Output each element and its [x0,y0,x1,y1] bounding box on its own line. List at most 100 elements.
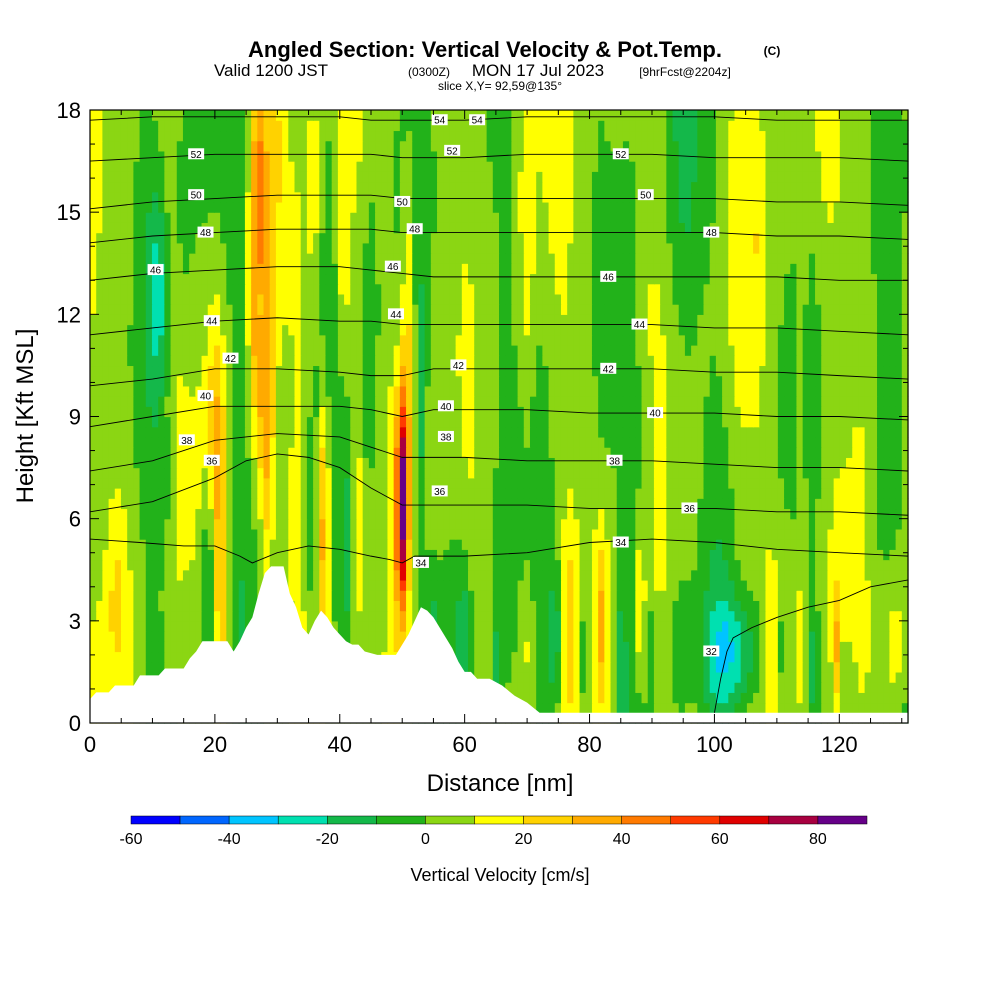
heatmap-cell [629,569,636,581]
heatmap-cell [120,518,128,530]
heatmap-cell [883,447,891,458]
heatmap-cell [790,590,798,601]
heatmap-cell [486,447,494,458]
heatmap-cell [777,651,785,663]
heatmap-cell [734,426,742,438]
heatmap-cell [610,447,618,458]
heatmap-cell [381,426,389,438]
heatmap-cell [870,396,878,407]
heatmap-cell [226,569,234,581]
heatmap-cell [722,498,729,510]
heatmap-cell [833,661,841,673]
heatmap-cell [827,682,835,693]
heatmap-cell [802,569,810,581]
heatmap-cell [858,600,866,612]
heatmap-cell [319,600,327,612]
heatmap-cell [220,385,227,397]
heatmap-cell [492,631,500,642]
heatmap-cell [306,620,314,632]
heatmap-cell [213,436,221,448]
heatmap-cell [474,518,482,530]
heatmap-cell [691,651,698,663]
heatmap-cell [331,488,339,499]
heatmap-cell [647,488,655,499]
heatmap-cell [529,375,537,387]
heatmap-cell [573,477,581,489]
heatmap-cell [740,579,748,591]
heatmap-cell [275,539,283,550]
heatmap-cell [734,355,742,367]
heatmap-cell [536,416,543,428]
heatmap-cell [889,518,897,530]
heatmap-cell [728,692,736,704]
heatmap-cell [480,406,488,418]
heatmap-cell [381,528,389,540]
heatmap-cell [567,447,574,458]
heatmap-cell [734,549,742,561]
heatmap-cell [647,416,655,428]
heatmap-cell [722,579,729,591]
heatmap-cell [591,590,599,601]
heatmap-cell [306,488,314,499]
heatmap-cell [418,488,426,499]
heatmap-cell [523,344,531,356]
heatmap-cell [151,600,159,612]
heatmap-cell [108,488,116,499]
heatmap-cell [474,569,482,581]
heatmap-cell [182,498,190,510]
heatmap-cell [449,590,457,601]
heatmap-cell [158,334,165,346]
heatmap-cell [722,539,729,550]
heatmap-cell [176,620,184,632]
heatmap-cell [740,416,748,428]
heatmap-cell [492,385,500,397]
heatmap-cell [796,355,804,367]
heatmap-cell [796,559,804,571]
heatmap-cell [567,375,574,387]
heatmap-cell [344,385,351,397]
heatmap-cell [554,610,562,622]
heatmap-cell [870,620,878,632]
heatmap-cell [548,508,556,520]
heatmap-cell [337,436,345,448]
heatmap-cell [511,600,519,612]
heatmap-cell [151,539,159,550]
heatmap-cell [455,365,463,377]
heatmap-cell [455,579,463,591]
heatmap-cell [443,477,451,489]
heatmap-cell [610,467,618,479]
heatmap-cell [653,365,661,377]
heatmap-cell [350,488,358,499]
heatmap-cell [666,426,674,438]
heatmap-cell [802,661,810,673]
heatmap-cell [536,671,543,683]
heatmap-cell [709,447,717,458]
heatmap-cell [672,416,680,428]
heatmap-cell [765,702,773,714]
heatmap-cell [802,355,810,367]
heatmap-cell [176,641,184,653]
heatmap-cell [468,518,475,530]
heatmap-cell [554,620,562,632]
heatmap-cell [145,426,153,438]
heatmap-cell [765,457,773,469]
heatmap-cell [232,344,240,356]
heatmap-cell [821,477,829,489]
heatmap-cell [145,457,153,469]
heatmap-cell [678,671,686,683]
heatmap-cell [331,457,339,469]
heatmap-cell [709,600,717,612]
heatmap-cell [622,488,630,499]
heatmap-cell [771,692,779,704]
heatmap-cell [313,528,320,540]
heatmap-cell [870,641,878,653]
heatmap-cell [622,344,630,356]
heatmap-cell [709,539,717,550]
heatmap-cell [734,528,742,540]
heatmap-cell [591,569,599,581]
heatmap-cell [604,682,612,693]
heatmap-cell [666,467,674,479]
heatmap-cell [734,692,742,704]
heatmap-cell [244,334,252,346]
heatmap-cell [771,447,779,458]
